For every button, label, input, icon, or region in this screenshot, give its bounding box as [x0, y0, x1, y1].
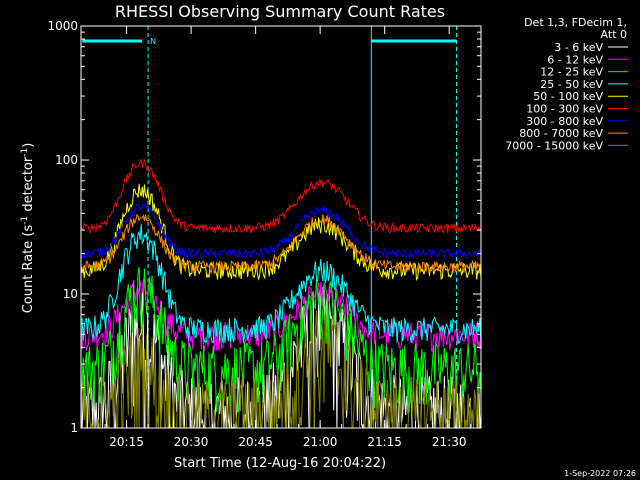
x-axis: 20:15 20:30 20:45 21:00 21:15 21:30	[104, 26, 472, 449]
series-line	[80, 183, 482, 281]
series-line	[80, 213, 482, 275]
x-axis-label: Start Time (12-Aug-16 20:04:22)	[174, 456, 386, 471]
chart-title: RHESSI Observing Summary Count Rates	[115, 2, 445, 21]
legend-header-line1: Det 1,3, FDecim 1,	[524, 16, 627, 29]
legend-label: 6 - 12 keV	[547, 53, 603, 66]
legend-label: 100 - 300 keV	[526, 103, 603, 116]
plot-area: N	[80, 26, 482, 430]
y-tick-label: 100	[55, 153, 78, 167]
y-tick-label: 1	[70, 421, 78, 435]
x-tick-label: 20:30	[174, 435, 209, 449]
legend-label: 50 - 100 keV	[533, 90, 603, 103]
timestamp: 1-Sep-2022 07:26	[564, 469, 636, 478]
legend-label: 25 - 50 keV	[540, 78, 603, 91]
x-tick-label: 21:30	[432, 435, 467, 449]
series-line	[80, 201, 482, 260]
series-line	[80, 158, 482, 234]
x-tick-label: 21:15	[367, 435, 402, 449]
legend-label: 3 - 6 keV	[554, 41, 603, 54]
x-tick-label: 20:15	[109, 435, 144, 449]
night-label: N	[150, 37, 156, 46]
y-tick-label: 10	[63, 287, 78, 301]
legend-header-line2: Att 0	[601, 28, 627, 41]
legend-label: 12 - 25 keV	[540, 66, 603, 79]
plot-frame	[80, 25, 482, 429]
x-tick-label: 21:00	[303, 435, 338, 449]
y-axis: 1 10 100 1000	[47, 19, 481, 435]
y-tick-label: 1000	[47, 19, 78, 33]
legend-label: 300 - 800 keV	[526, 115, 603, 128]
series-line	[80, 266, 482, 415]
legend-label: 7000 - 15000 keV	[505, 139, 603, 152]
y-axis-label: Count Rate (s-1 detector-1)	[20, 143, 36, 314]
legend-label: 800 - 7000 keV	[519, 127, 603, 140]
series-line	[80, 224, 482, 344]
x-tick-label: 20:45	[238, 435, 273, 449]
